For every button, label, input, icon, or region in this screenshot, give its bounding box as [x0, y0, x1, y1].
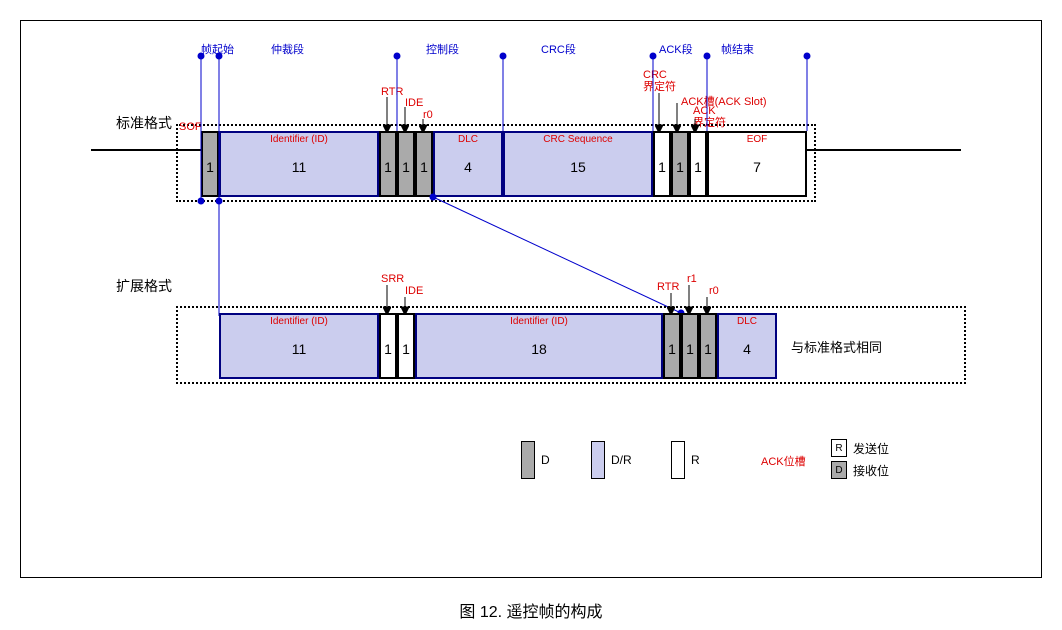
ext-id2: Identifier (ID) 18 — [415, 313, 663, 379]
legend-ack-tx: R 发送位 — [831, 439, 889, 457]
diagram-frame: 帧起始 仲裁段 控制段 CRC段 ACK段 帧结束 标准格式 1 Identif… — [20, 20, 1042, 578]
ext-fld-r1: r1 — [687, 273, 697, 285]
legend-ack-d-box: D — [831, 461, 847, 479]
arrow-ext-r1 — [685, 285, 693, 315]
legend-ack-label: ACK位槽 — [761, 453, 806, 469]
swatch-gray — [521, 441, 535, 479]
arrow-ext-ide — [401, 297, 409, 315]
ext-rtr: 1 — [663, 313, 681, 379]
arrow-ext-r0 — [703, 297, 711, 315]
legend-ack-r-box: R — [831, 439, 847, 457]
row-label-ext: 扩展格式 — [116, 276, 172, 296]
ext-fld-rtr: RTR — [657, 281, 679, 293]
ext-fld-r0: r0 — [709, 285, 719, 297]
ext-tail: 与标准格式相同 — [791, 337, 882, 356]
ext-dlc: DLC 4 — [717, 313, 777, 379]
legend-dr: D/R — [591, 441, 632, 479]
legend-d: D — [521, 441, 550, 479]
ext-frame: Identifier (ID) 11 1 1 Identifier (ID) 1… — [219, 313, 777, 379]
ext-id1: Identifier (ID) 11 — [219, 313, 379, 379]
ext-r0: 1 — [699, 313, 717, 379]
ext-fld-srr: SRR — [381, 273, 404, 285]
ext-ide: 1 — [397, 313, 415, 379]
legend-ack-rx: D 接收位 — [831, 461, 889, 479]
ext-fld-ide: IDE — [405, 285, 423, 297]
ext-srr: 1 — [379, 313, 397, 379]
figure-caption: 图 12. 遥控帧的构成 — [0, 598, 1062, 622]
arrow-ext-srr — [383, 285, 391, 315]
legend-r: R — [671, 441, 700, 479]
section-connectors — [21, 21, 1021, 581]
swatch-lav — [591, 441, 605, 479]
ext-r1: 1 — [681, 313, 699, 379]
arrow-ext-rtr — [667, 293, 675, 315]
swatch-white — [671, 441, 685, 479]
